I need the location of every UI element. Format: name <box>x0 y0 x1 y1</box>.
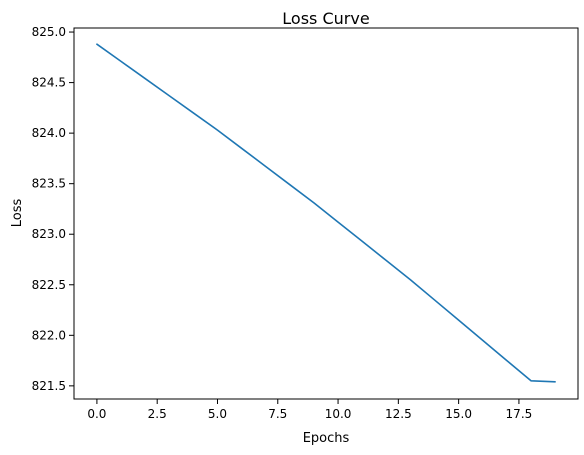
x-tick-label: 17.5 <box>506 407 533 421</box>
chart-title: Loss Curve <box>282 9 369 28</box>
y-tick-label: 821.5 <box>32 379 66 393</box>
y-tick-label: 824.0 <box>32 126 66 140</box>
x-tick-label: 2.5 <box>148 407 167 421</box>
y-axis: 821.5 822.0 822.5 823.0 823.5 824.0 824.5 825.0 <box>32 25 74 393</box>
x-tick-label: 7.5 <box>268 407 287 421</box>
x-tick-label: 0.0 <box>87 407 106 421</box>
x-axis-label: Epochs <box>303 431 350 446</box>
x-tick-label: 15.0 <box>445 407 472 421</box>
y-tick-label: 822.5 <box>32 278 66 292</box>
y-axis-label: Loss <box>10 199 25 228</box>
loss-series-line <box>96 43 556 383</box>
x-tick-label: 10.0 <box>325 407 352 421</box>
y-tick-label: 823.0 <box>32 227 66 241</box>
x-tick-label: 12.5 <box>385 407 412 421</box>
x-tick-label: 5.0 <box>208 407 227 421</box>
series-layer <box>96 43 556 383</box>
y-tick-label: 823.5 <box>32 177 66 191</box>
y-tick-label: 824.5 <box>32 76 66 90</box>
y-tick-label: 822.0 <box>32 328 66 342</box>
x-axis: 0.0 2.5 5.0 7.5 10.0 12.5 15.0 17.5 <box>87 399 532 421</box>
y-tick-label: 825.0 <box>32 25 66 39</box>
